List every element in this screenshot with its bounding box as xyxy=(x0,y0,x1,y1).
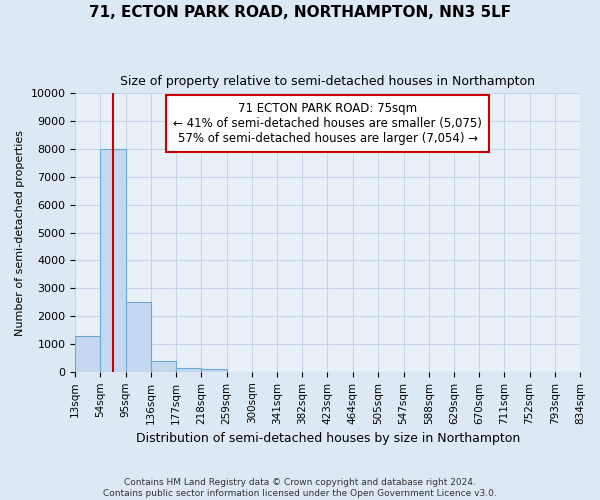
Title: Size of property relative to semi-detached houses in Northampton: Size of property relative to semi-detach… xyxy=(120,75,535,88)
Text: 71 ECTON PARK ROAD: 75sqm
← 41% of semi-detached houses are smaller (5,075)
57% : 71 ECTON PARK ROAD: 75sqm ← 41% of semi-… xyxy=(173,102,482,144)
Y-axis label: Number of semi-detached properties: Number of semi-detached properties xyxy=(15,130,25,336)
Text: 71, ECTON PARK ROAD, NORTHAMPTON, NN3 5LF: 71, ECTON PARK ROAD, NORTHAMPTON, NN3 5L… xyxy=(89,5,511,20)
Bar xyxy=(75,336,100,372)
Bar xyxy=(176,368,202,372)
Bar xyxy=(100,149,125,372)
Bar xyxy=(202,369,227,372)
Text: Contains HM Land Registry data © Crown copyright and database right 2024.
Contai: Contains HM Land Registry data © Crown c… xyxy=(103,478,497,498)
Bar xyxy=(151,360,176,372)
X-axis label: Distribution of semi-detached houses by size in Northampton: Distribution of semi-detached houses by … xyxy=(136,432,520,445)
Bar xyxy=(125,302,151,372)
